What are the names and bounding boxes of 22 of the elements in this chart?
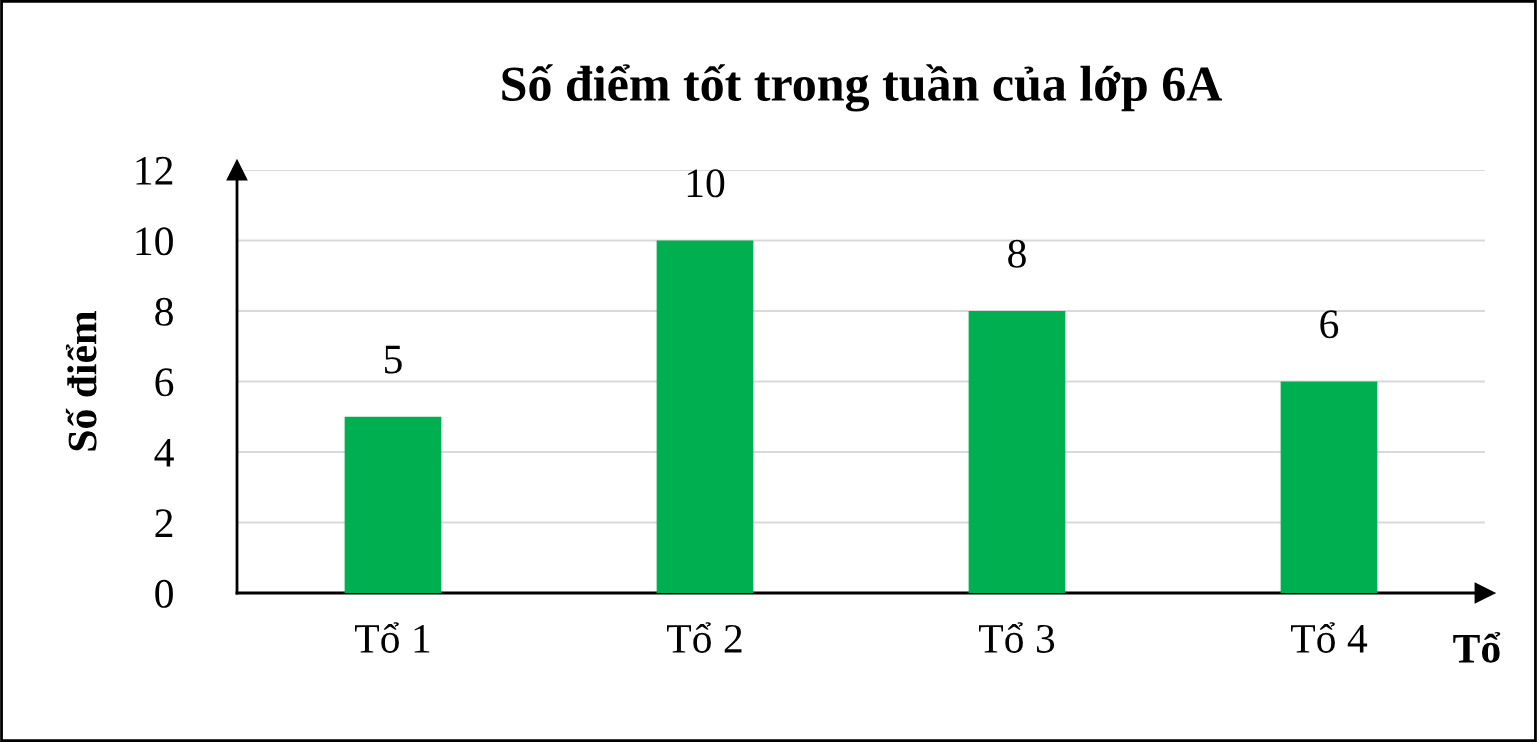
data-label: 5 xyxy=(385,345,402,374)
y-tick-label: 0 xyxy=(155,579,173,608)
y-axis-title: Số điểm xyxy=(65,311,97,451)
x-tick-label: Tổ 2 xyxy=(666,622,742,653)
data-label: 6 xyxy=(1320,310,1339,339)
x-tick-label: Tổ 3 xyxy=(978,622,1055,653)
y-tick-label: 6 xyxy=(155,368,174,397)
y-tick-label: 2 xyxy=(155,509,173,537)
x-axis-title: Tổ xyxy=(1453,632,1501,663)
bar xyxy=(968,311,1066,593)
x-tick-label: Tổ 1 xyxy=(354,622,430,653)
y-tick-label: 10 xyxy=(136,227,173,256)
data-label: 10 xyxy=(687,169,725,198)
bar xyxy=(656,240,754,593)
bar xyxy=(344,416,442,593)
bar xyxy=(1280,381,1378,593)
y-tick-label: 8 xyxy=(155,297,173,326)
y-tick-label: 4 xyxy=(154,439,174,467)
data-label: 8 xyxy=(1008,239,1026,268)
x-tick-label: Tổ 4 xyxy=(1290,622,1368,653)
chart-title: Số điểm tốt trong tuần của lớp 6A xyxy=(502,64,1222,112)
y-tick-label: 12 xyxy=(136,156,173,185)
